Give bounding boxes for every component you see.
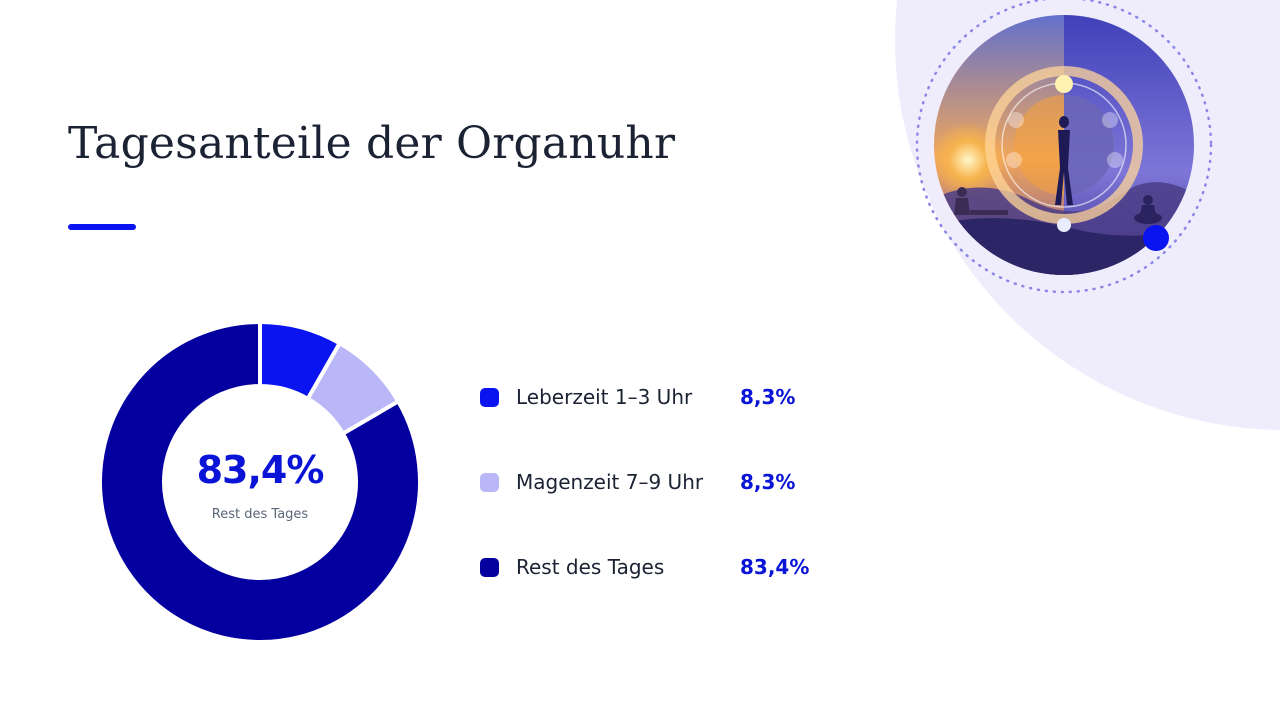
organ-clock-illustration: [910, 0, 1220, 300]
legend-label-leberzeit: Leberzeit 1–3 Uhr: [516, 385, 693, 409]
legend-label-rest: Rest des Tages: [516, 555, 665, 579]
legend-item-leberzeit: Leberzeit 1–3 Uhr 8,3%: [480, 383, 840, 413]
legend-swatch-leberzeit: [480, 388, 499, 407]
donut-chart: [99, 321, 421, 643]
donut-slice-rest: [99, 321, 421, 643]
legend-item-magenzeit: Magenzeit 7–9 Uhr 8,3%: [480, 468, 840, 498]
legend-swatch-magenzeit: [480, 473, 499, 492]
legend-label-magenzeit: Magenzeit 7–9 Uhr: [516, 470, 704, 494]
legend-swatch-rest: [480, 558, 499, 577]
legend-value-magenzeit: 8,3%: [740, 470, 796, 494]
center-label: Rest des Tages: [211, 507, 309, 522]
legend-item-rest: Rest des Tages 83,4%: [480, 553, 840, 583]
center-value: 83,4%: [196, 448, 325, 492]
legend-value-leberzeit: 8,3%: [740, 385, 796, 409]
legend-value-rest: 83,4%: [740, 555, 810, 579]
title-accent-bar: [68, 224, 136, 230]
slide-title: Tagesanteile der Organuhr: [68, 118, 676, 169]
